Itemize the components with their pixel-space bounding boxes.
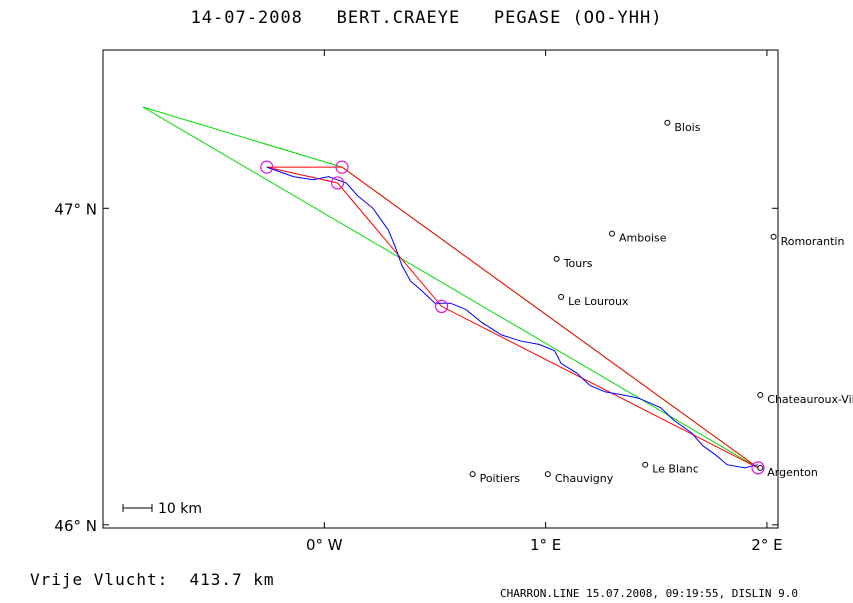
route-line-0 — [142, 106, 759, 469]
town-marker — [544, 471, 551, 478]
plot-border — [102, 49, 779, 529]
turnpoint-marker — [260, 160, 274, 174]
x-tick-label: 2° E — [751, 536, 782, 554]
route-lines — [142, 106, 759, 469]
town-label: Le Louroux — [568, 295, 629, 308]
town-marker — [469, 471, 476, 478]
town-label: Tours — [563, 257, 593, 270]
page-title: 14-07-2008 BERT.CRAEYE PEGASE (OO-YHH) — [190, 8, 663, 28]
town-marker — [770, 233, 777, 240]
town-marker — [609, 230, 616, 237]
town-label: Le Blanc — [652, 463, 699, 476]
scale-bar-label: 10 km — [158, 501, 202, 517]
scale-bar: 10 km — [122, 501, 202, 517]
axis-ticks: 0° W 1° E 2° E 47° N 46° N — [54, 50, 783, 554]
turnpoint-marker — [435, 299, 449, 314]
town-marker — [553, 255, 560, 262]
credits-text: CHARRON.LINE 15.07.2008, 09:19:55, DISLI… — [500, 587, 799, 600]
town-marker — [558, 293, 565, 300]
town-label: Blois — [674, 121, 700, 134]
town-marker — [757, 464, 764, 471]
x-tick-label: 0° W — [306, 536, 343, 554]
turnpoint-marker — [335, 160, 349, 174]
town-label: Poitiers — [480, 472, 521, 485]
route-line-1 — [266, 166, 759, 469]
town-label: Romorantin — [781, 235, 845, 248]
y-tick-label: 47° N — [54, 200, 97, 218]
free-flight-distance: Vrije Vlucht: 413.7 km — [30, 570, 275, 589]
y-tick-label: 46° N — [54, 517, 97, 535]
town-label: Amboise — [619, 232, 667, 245]
town-label: Argenton — [767, 466, 818, 479]
turnpoint-marker — [330, 176, 345, 190]
town-marker — [642, 461, 649, 468]
town-label: Chateauroux-Vill — [767, 393, 853, 406]
x-tick-label: 1° E — [530, 536, 561, 554]
turnpoint-markers — [260, 160, 765, 475]
town-markers: Blois Amboise Romorantin Tours Le Louroux Cha… — [469, 119, 853, 485]
route-line-2 — [266, 166, 759, 469]
town-label: Chauvigny — [555, 472, 614, 485]
town-marker — [757, 392, 764, 399]
town-marker — [664, 119, 671, 126]
turnpoint-marker — [751, 461, 765, 475]
